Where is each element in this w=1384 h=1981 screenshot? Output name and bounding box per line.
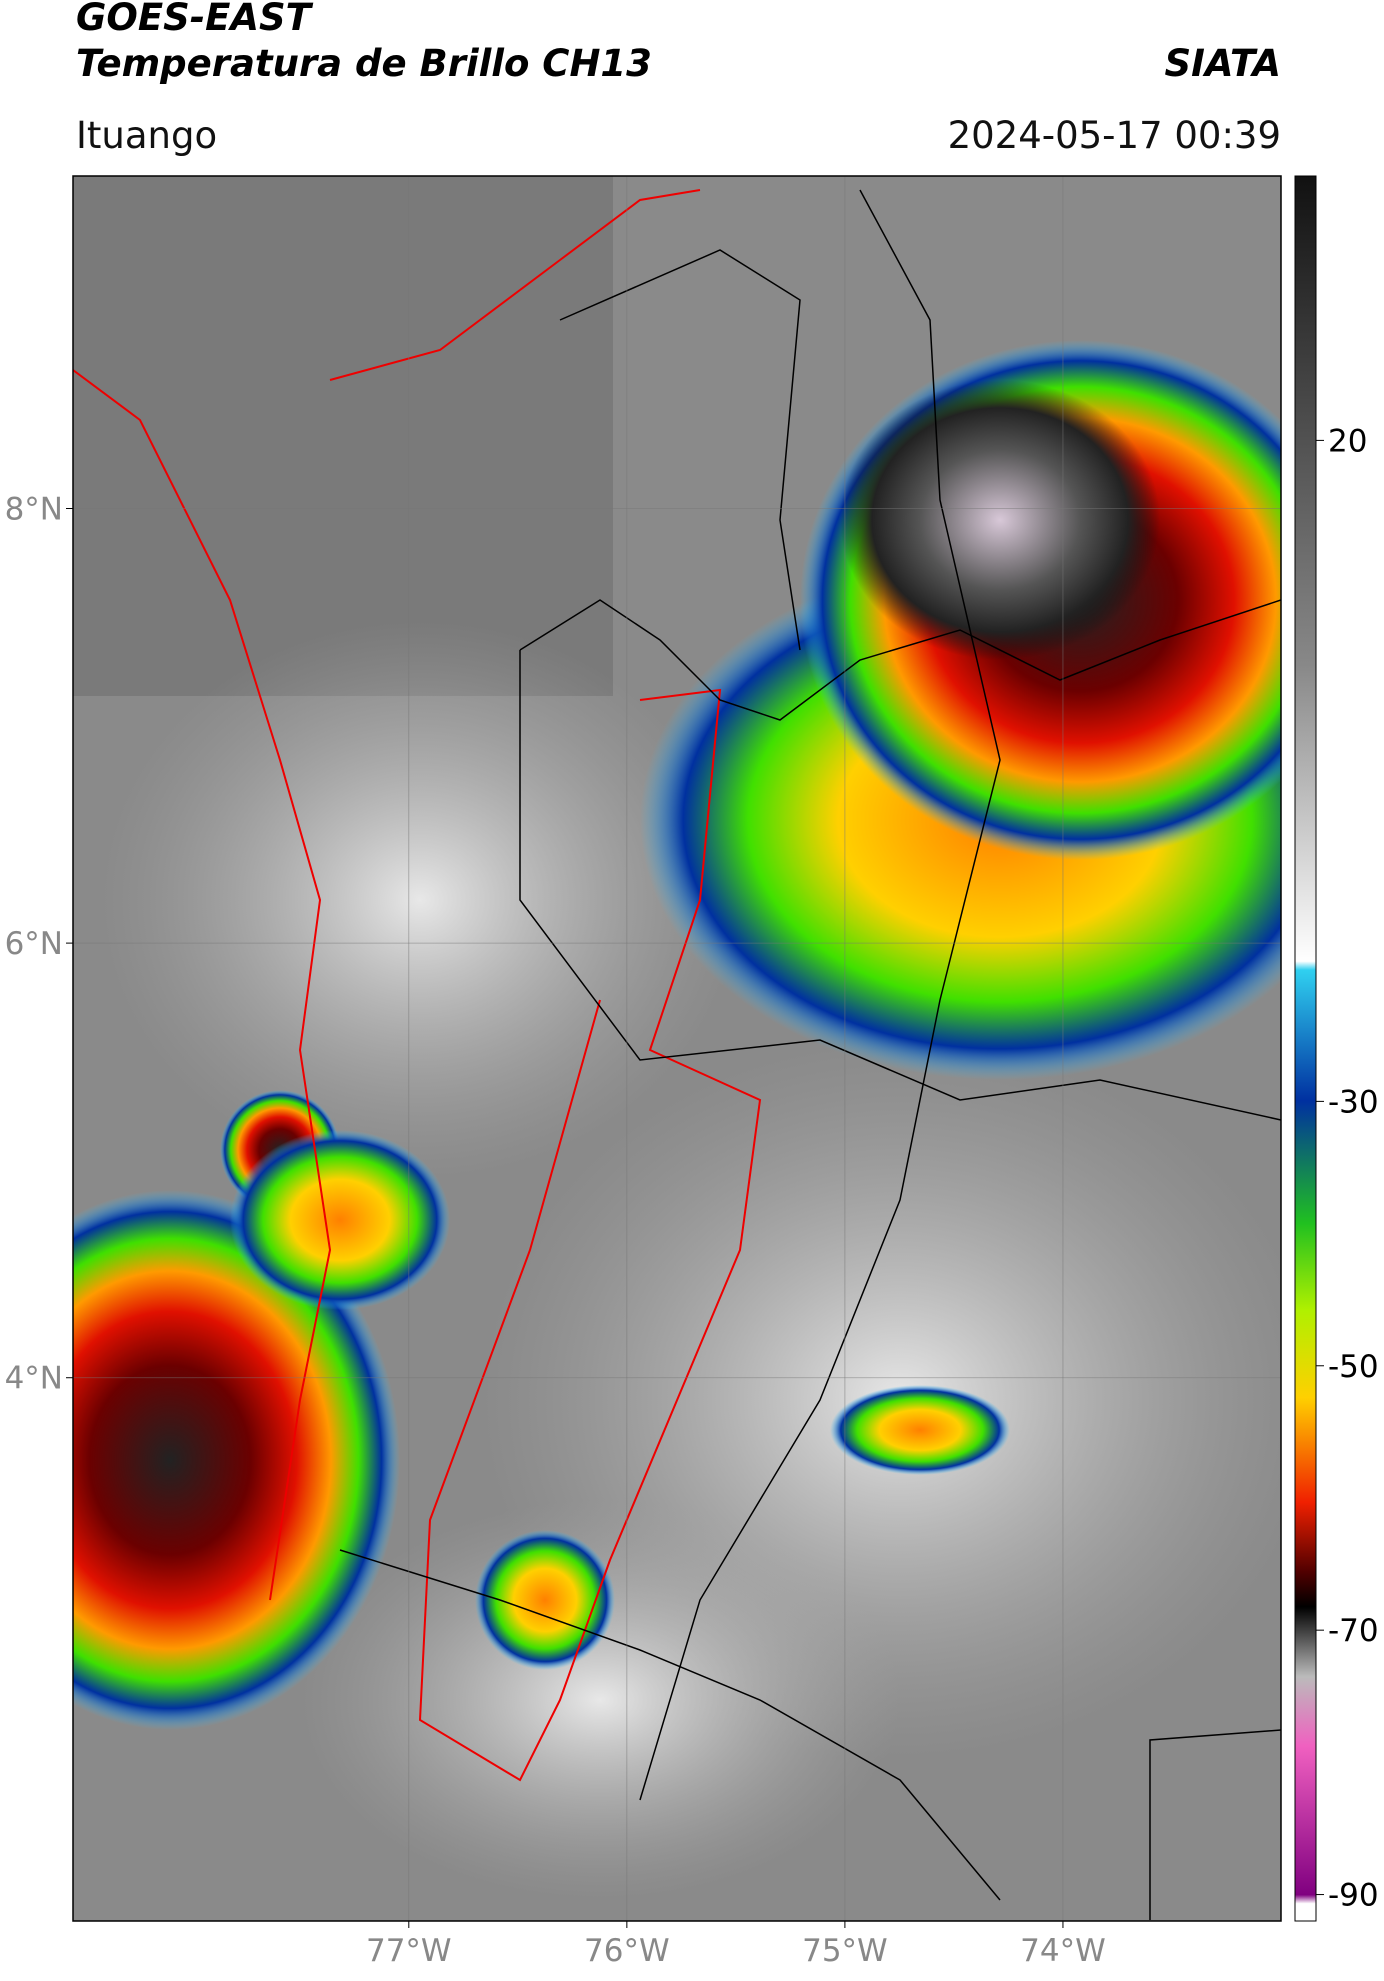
colorbar-label: -50 (1328, 1349, 1379, 1385)
border (519, 650, 1281, 1121)
y-tick-label: 4°N (5, 1361, 63, 1397)
border (559, 249, 801, 651)
y-tick-label: 8°N (5, 491, 63, 527)
x-tick-label: 74°W (1020, 1933, 1106, 1969)
map-frame (72, 175, 1282, 1922)
border (1149, 1729, 1281, 1920)
colorbar-label: -90 (1328, 1878, 1379, 1914)
image-region (73, 176, 613, 696)
cloud (300, 1500, 900, 1900)
location: Ituango (76, 114, 217, 157)
x-tick-label: 77°W (366, 1933, 452, 1969)
product-title: Temperatura de Brillo CH13 (76, 42, 652, 85)
colorbar-label: -70 (1328, 1613, 1379, 1649)
y-tick-label: 6°N (5, 926, 63, 962)
department-border (418, 688, 762, 1782)
satellite-image (73, 176, 1281, 1921)
storm (475, 1530, 615, 1670)
border (519, 599, 1281, 721)
agency: SIATA (1164, 42, 1281, 85)
coastline (329, 189, 701, 381)
storm (230, 1130, 450, 1310)
storm (830, 1385, 1010, 1475)
colorbar (1294, 175, 1317, 1922)
grid (73, 176, 1281, 1921)
border (639, 189, 1001, 1801)
storm (73, 1190, 400, 1730)
colorbar-label: 20 (1328, 423, 1367, 459)
timestamp: 2024-05-17 00:39 (948, 114, 1281, 157)
x-tick-label: 75°W (802, 1933, 888, 1969)
coastline (73, 369, 332, 1601)
border (339, 1549, 1001, 1901)
storm-top (840, 380, 1160, 660)
colorbar-label: -30 (1328, 1084, 1379, 1120)
satellite-title: GOES-EAST (76, 0, 314, 39)
x-tick-label: 76°W (584, 1933, 670, 1969)
cloud (100, 620, 740, 1180)
